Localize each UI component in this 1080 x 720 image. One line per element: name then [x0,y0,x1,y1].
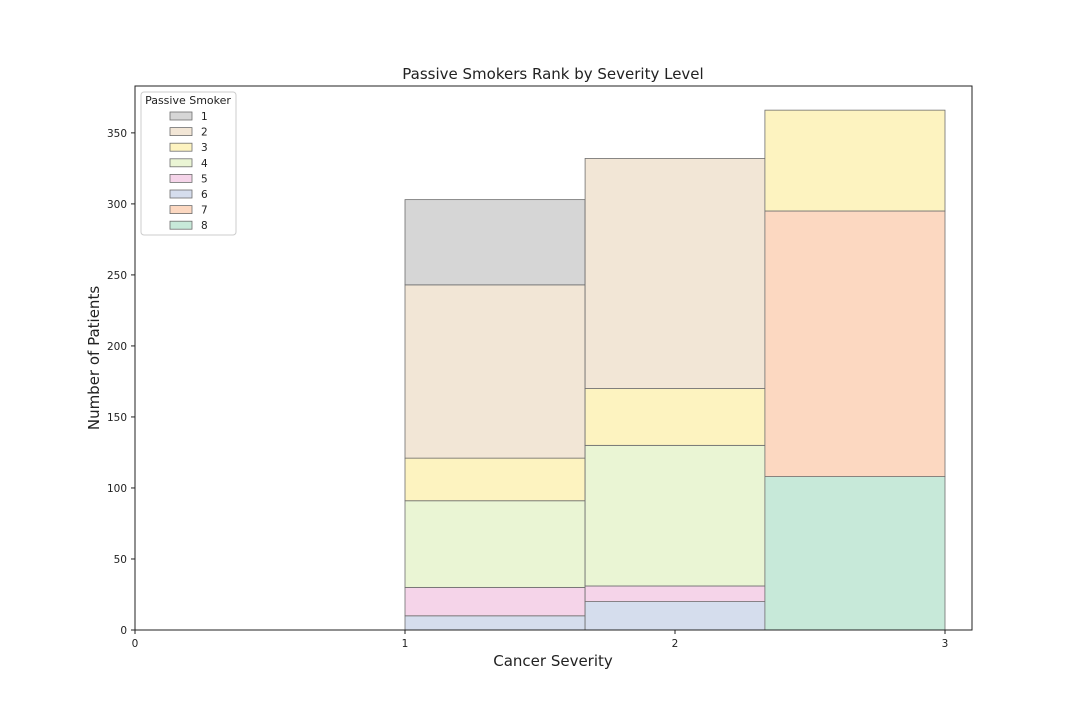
y-tick-label: 100 [107,483,127,495]
legend-label-2: 2 [201,127,208,139]
chart-title: Passive Smokers Rank by Severity Level [402,65,703,83]
y-tick-label: 200 [107,341,127,353]
x-tick-label: 3 [942,638,949,650]
legend-swatch-3 [169,142,193,152]
bar-segment-bin3-smoker-8 [764,476,946,631]
x-axis-label: Cancer Severity [493,652,613,670]
legend-label-4: 4 [201,158,208,170]
bar-segment-bin3-smoker-3 [764,109,946,212]
x-tick-label: 1 [402,638,409,650]
legend-swatch-6 [169,189,193,199]
legend-label-5: 5 [201,173,208,185]
y-tick-label: 50 [114,554,127,566]
legend-swatch-4 [169,158,193,168]
bar-segment-bin1-smoker-1 [404,199,586,286]
legend-swatch-5 [169,173,193,183]
legend-swatch-7 [169,205,193,215]
x-tick-label: 2 [672,638,679,650]
y-tick-label: 300 [107,199,127,211]
legend-items: 1 2 3 4 5 6 7 8 [169,111,208,232]
y-axis-label: Number of Patients [85,286,103,430]
y-tick-label: 350 [107,128,127,140]
legend-label-1: 1 [201,111,208,123]
bar-segment-bin3-smoker-7 [764,210,946,478]
bar-segment-bin1-smoker-3 [404,457,586,502]
bar-segment-bin1-smoker-5 [404,586,586,617]
bar-segment-bin1-smoker-6 [404,615,586,631]
legend-label-6: 6 [201,189,208,201]
bar-segment-bin1-smoker-2 [404,284,586,459]
legend-swatch-1 [169,111,193,121]
y-axis: 0 50 100 150 200 250 300 350 [107,128,135,637]
bar-segment-bin2-smoker-6 [584,601,766,631]
x-tick-label: 0 [132,638,139,650]
legend: Passive Smoker 1 2 3 4 5 6 7 8 [140,91,237,236]
legend-label-7: 7 [201,205,208,217]
bar-segment-bin1-smoker-4 [404,500,586,588]
legend-label-8: 8 [201,220,208,232]
bars-layer [404,109,946,631]
legend-title: Passive Smoker [145,94,231,107]
x-axis: 0 1 2 3 [132,630,949,650]
bar-segment-bin2-smoker-2 [584,158,766,389]
plot-frame [134,85,973,631]
legend-swatch-2 [169,127,193,136]
bar-segment-bin2-smoker-4 [584,444,766,587]
legend-label-3: 3 [201,142,208,154]
bar-segment-bin2-smoker-5 [584,585,766,602]
y-tick-label: 150 [107,412,127,424]
y-tick-label: 0 [120,625,127,637]
bar-segment-bin2-smoker-3 [584,388,766,446]
y-tick-label: 250 [107,270,127,282]
legend-swatch-8 [169,220,193,230]
